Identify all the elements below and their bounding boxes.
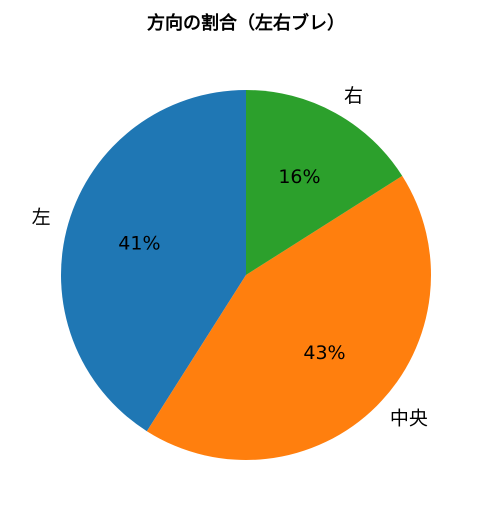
pie-slice (246, 89, 403, 275)
value-label: 41% (118, 233, 160, 255)
value-label: 43% (303, 342, 345, 364)
slice-label: 右 (344, 85, 363, 107)
pie-slice (146, 175, 431, 460)
chart-title: 方向の割合（左右ブレ） (147, 12, 345, 34)
slice-label: 中央 (390, 407, 428, 429)
pie-slice (61, 90, 247, 432)
slice-label: 左 (32, 207, 51, 229)
value-label: 16% (278, 166, 320, 188)
